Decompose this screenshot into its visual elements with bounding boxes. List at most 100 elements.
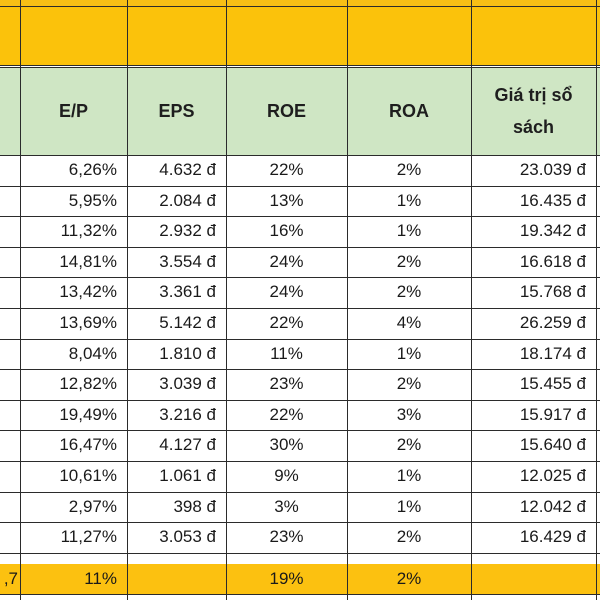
cell-eps[interactable]: 3.554 đ: [159, 251, 216, 271]
cell-bv[interactable]: 15.455 đ: [519, 374, 586, 394]
cell-eps[interactable]: 1.061 đ: [159, 466, 216, 485]
header-book-value-line2: sách: [512, 117, 555, 137]
cell-eps[interactable]: 2.932 đ: [159, 221, 216, 241]
cell-ep[interactable]: 10,61%: [59, 466, 117, 485]
grid-hline: [0, 155, 600, 156]
grid-hline: [0, 492, 600, 493]
cell-roe[interactable]: 24%: [269, 282, 304, 302]
cell-eps[interactable]: 398 đ: [173, 496, 216, 516]
cell-ep[interactable]: 11,32%: [60, 221, 117, 241]
grid-hline: [0, 65, 600, 66]
cell-eps[interactable]: 1.810 đ: [159, 343, 216, 363]
cell-eps[interactable]: 4.632 đ: [159, 160, 216, 179]
cell-ep[interactable]: 16,47%: [59, 435, 117, 455]
header-roa[interactable]: ROA: [347, 67, 471, 155]
cell-roa[interactable]: 1%: [396, 496, 422, 516]
cell-roe[interactable]: 3%: [274, 496, 299, 516]
footer-roe[interactable]: 19%: [269, 569, 304, 588]
cell-ep[interactable]: 19,49%: [59, 404, 117, 424]
cell-roe[interactable]: 16%: [269, 221, 304, 241]
grid-hline: [0, 308, 600, 309]
header-row: [0, 67, 600, 155]
cell-eps[interactable]: 5.142 đ: [159, 313, 216, 332]
footer-left-partial[interactable]: ,7: [3, 569, 18, 588]
grid-hline: [0, 522, 600, 523]
cell-eps[interactable]: 4.127 đ: [159, 435, 216, 455]
cell-bv[interactable]: 26.259 đ: [519, 313, 586, 332]
grid-vline: [127, 0, 128, 600]
cell-ep[interactable]: 2,97%: [68, 496, 117, 516]
cell-roe[interactable]: 11%: [270, 343, 303, 363]
cell-bv[interactable]: 15.917 đ: [519, 404, 586, 424]
cell-roa[interactable]: 2%: [396, 251, 422, 271]
footer-roa[interactable]: 2%: [396, 569, 422, 588]
cell-roa[interactable]: 2%: [396, 435, 422, 455]
cell-bv[interactable]: 16.618 đ: [519, 251, 586, 271]
header-roa-label: ROA: [389, 101, 429, 121]
grid-hline: [0, 277, 600, 278]
cell-ep[interactable]: 5,95%: [68, 190, 117, 210]
cell-roa[interactable]: 2%: [396, 160, 422, 179]
cell-eps[interactable]: 3.053 đ: [159, 527, 216, 547]
cell-bv[interactable]: 12.025 đ: [519, 466, 586, 485]
header-ep[interactable]: E/P: [20, 67, 127, 155]
cell-roe[interactable]: 22%: [269, 404, 304, 424]
cell-ep[interactable]: 13,42%: [59, 282, 117, 302]
cell-bv[interactable]: 23.039 đ: [519, 160, 586, 179]
header-roe[interactable]: ROE: [226, 67, 347, 155]
cell-roe[interactable]: 23%: [269, 527, 304, 547]
header-eps-label: EPS: [158, 101, 195, 121]
header-book-value-line1: Giá trị sổ: [494, 85, 573, 105]
cell-bv[interactable]: 16.429 đ: [519, 527, 586, 547]
cell-roe[interactable]: 22%: [269, 160, 304, 179]
grid-vline: [347, 0, 348, 600]
bottom-strip: [0, 594, 600, 600]
cell-eps[interactable]: 3.361 đ: [159, 282, 216, 302]
cell-eps[interactable]: 3.216 đ: [159, 404, 216, 424]
cell-ep[interactable]: 13,69%: [59, 313, 117, 332]
cell-ep[interactable]: 8,04%: [68, 343, 117, 363]
cell-bv[interactable]: 19.342 đ: [519, 221, 586, 241]
grid-hline: [0, 216, 600, 217]
cell-eps[interactable]: 3.039 đ: [159, 374, 216, 394]
header-eps[interactable]: EPS: [127, 67, 226, 155]
grid-hline: [0, 553, 600, 554]
cell-roe[interactable]: 13%: [269, 190, 304, 210]
footer-ep[interactable]: 11%: [84, 569, 117, 588]
cell-ep[interactable]: 6,26%: [68, 160, 117, 179]
grid-vline: [20, 0, 21, 600]
cell-roa[interactable]: 2%: [396, 282, 422, 302]
cell-bv[interactable]: 15.768 đ: [519, 282, 586, 302]
grid-vline: [226, 0, 227, 600]
cell-roa[interactable]: 2%: [396, 527, 422, 547]
grid-hline: [0, 67, 600, 68]
cell-roa[interactable]: 2%: [396, 374, 422, 394]
cell-bv[interactable]: 16.435 đ: [519, 190, 586, 210]
cell-roa[interactable]: 1%: [396, 343, 422, 363]
cell-ep[interactable]: 14,81%: [59, 251, 117, 271]
grid-hline: [0, 400, 600, 401]
cell-roa[interactable]: 1%: [396, 190, 422, 210]
cell-bv[interactable]: 18.174 đ: [519, 343, 586, 363]
cell-roe[interactable]: 22%: [269, 313, 304, 332]
cell-roa[interactable]: 1%: [396, 221, 422, 241]
cell-eps[interactable]: 2.084 đ: [159, 190, 216, 210]
grid-hline: [0, 339, 600, 340]
grid-vline: [471, 0, 472, 600]
cell-bv[interactable]: 15.640 đ: [519, 435, 586, 455]
grid-hline: [0, 247, 600, 248]
cell-bv[interactable]: 12.042 đ: [519, 496, 586, 516]
cell-roe[interactable]: 30%: [269, 435, 304, 455]
footer-row: [0, 564, 600, 594]
cell-roe[interactable]: 24%: [269, 251, 304, 271]
cell-roe[interactable]: 23%: [269, 374, 304, 394]
grid-hline: [0, 461, 600, 462]
cell-roa[interactable]: 3%: [396, 404, 422, 424]
cell-roe[interactable]: 9%: [274, 466, 299, 485]
cell-roa[interactable]: 4%: [396, 313, 422, 332]
cell-ep[interactable]: 11,27%: [60, 527, 117, 547]
header-book-value[interactable]: Giá trị sổ sách: [471, 67, 596, 155]
cell-roa[interactable]: 1%: [396, 466, 422, 485]
cell-ep[interactable]: 12,82%: [59, 374, 117, 394]
